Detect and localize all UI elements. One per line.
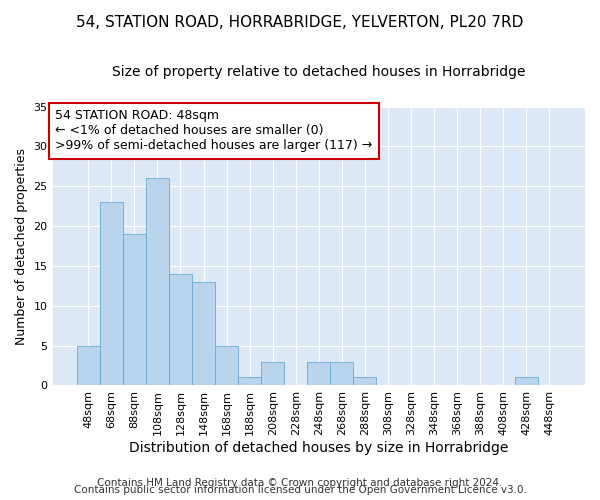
Bar bbox=[353, 378, 376, 386]
Bar bbox=[238, 378, 261, 386]
Text: Contains public sector information licensed under the Open Government Licence v3: Contains public sector information licen… bbox=[74, 485, 526, 495]
Bar bbox=[215, 346, 238, 386]
Bar bbox=[123, 234, 146, 386]
Bar bbox=[307, 362, 330, 386]
Bar bbox=[515, 378, 538, 386]
Title: Size of property relative to detached houses in Horrabridge: Size of property relative to detached ho… bbox=[112, 65, 526, 79]
Text: 54 STATION ROAD: 48sqm
← <1% of detached houses are smaller (0)
>99% of semi-det: 54 STATION ROAD: 48sqm ← <1% of detached… bbox=[55, 110, 373, 152]
Bar bbox=[146, 178, 169, 386]
Bar bbox=[261, 362, 284, 386]
Bar bbox=[169, 274, 192, 386]
Y-axis label: Number of detached properties: Number of detached properties bbox=[15, 148, 28, 344]
Bar bbox=[77, 346, 100, 386]
X-axis label: Distribution of detached houses by size in Horrabridge: Distribution of detached houses by size … bbox=[129, 441, 508, 455]
Bar bbox=[192, 282, 215, 386]
Bar bbox=[100, 202, 123, 386]
Bar bbox=[330, 362, 353, 386]
Text: Contains HM Land Registry data © Crown copyright and database right 2024.: Contains HM Land Registry data © Crown c… bbox=[97, 478, 503, 488]
Text: 54, STATION ROAD, HORRABRIDGE, YELVERTON, PL20 7RD: 54, STATION ROAD, HORRABRIDGE, YELVERTON… bbox=[76, 15, 524, 30]
